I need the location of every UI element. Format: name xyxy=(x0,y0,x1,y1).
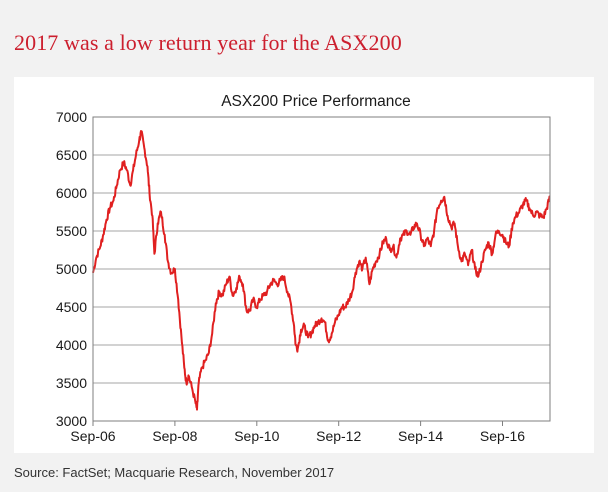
y-axis-ticks: 3000 3500 4000 4500 5000 5500 6000 6500 7000 xyxy=(56,109,87,429)
asx200-price-line xyxy=(92,130,551,411)
y-tick-label: 7000 xyxy=(56,109,87,125)
source-note: Source: FactSet; Macquarie Research, Nov… xyxy=(14,465,335,480)
y-tick-label: 5000 xyxy=(56,261,87,277)
price-chart: ASX200 Price Performance 3000 3500 4000 450… xyxy=(56,93,551,444)
x-axis-ticks: Sep-06 Sep-08 Sep-10 Sep-12 Sep-14 Sep-16 xyxy=(70,421,525,444)
y-tick-label: 6500 xyxy=(56,147,87,163)
y-tick-label: 3000 xyxy=(56,413,87,429)
y-tick-label: 3500 xyxy=(56,375,87,391)
x-tick-label: Sep-10 xyxy=(234,428,279,444)
y-tick-label: 4000 xyxy=(56,337,87,353)
x-tick-label: Sep-06 xyxy=(70,428,115,444)
chart-title: ASX200 Price Performance xyxy=(221,93,411,110)
x-tick-label: Sep-16 xyxy=(480,428,525,444)
plot-frame xyxy=(92,116,551,422)
x-tick-label: Sep-12 xyxy=(316,428,361,444)
x-tick-label: Sep-08 xyxy=(152,428,197,444)
headline: 2017 was a low return year for the ASX20… xyxy=(14,30,402,55)
y-tick-label: 6000 xyxy=(56,185,87,201)
y-tick-label: 4500 xyxy=(56,299,87,315)
x-tick-label: Sep-14 xyxy=(398,428,443,444)
chart-panel: ASX200 Price Performance 3000 3500 4000 450… xyxy=(14,77,594,453)
y-tick-label: 5500 xyxy=(56,223,87,239)
